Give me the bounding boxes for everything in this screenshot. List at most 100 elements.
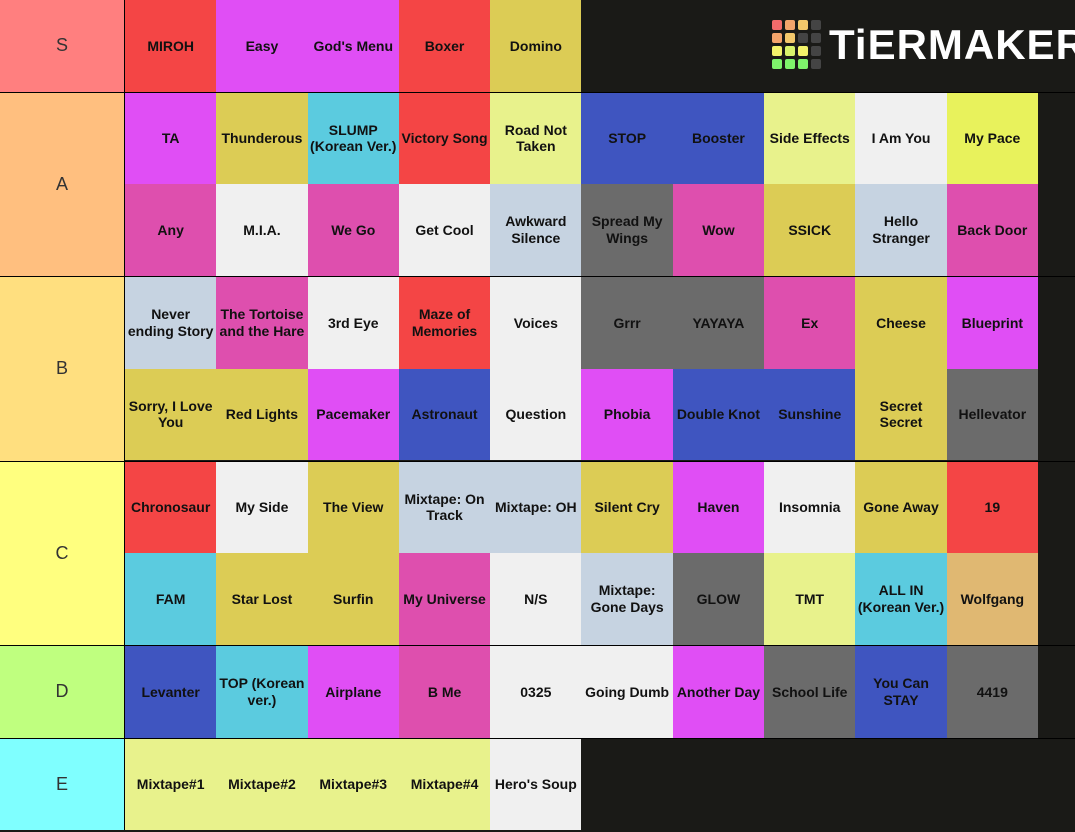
tier-item: Side Effects (764, 92, 856, 184)
tier-item: Get Cool (398, 184, 491, 276)
tier-item: 19 (946, 461, 1038, 553)
tier-label: E (0, 738, 125, 830)
tier-item: Mixtape: OH (490, 461, 582, 553)
tier-item: Hero's Soup (490, 738, 582, 830)
tier-item: SSICK (764, 184, 856, 276)
tier-item: Mixtape: On Track (398, 461, 491, 553)
tier-items: Mixtape#1 Mixtape#2 Mixtape#3 Mixtape#4 Hero… (125, 738, 1038, 830)
tier-item: TMT (764, 553, 856, 645)
tier-item: Sorry, I Love You (125, 368, 217, 460)
logo-icon (772, 20, 821, 69)
tier-item: YAYAYA (672, 277, 765, 369)
tier-label: B (0, 277, 125, 461)
tier-item: Hello Stranger (855, 184, 947, 276)
tier-item: Awkward Silence (490, 184, 582, 276)
tier-item: Ex (764, 277, 856, 369)
tier-row: S MIROH Easy God's Menu Boxer Domino (0, 0, 1075, 93)
tier-item: Blueprint (946, 277, 1038, 369)
tier-item: Mixtape#4 (398, 738, 491, 830)
tier-item: Haven (672, 461, 765, 553)
tier-item: Wow (672, 184, 765, 276)
tier-items: Levanter TOP (Korean ver.) Airplane B Me 032… (125, 646, 1038, 738)
tier-items: TA Thunderous SLUMP (Korean Ver.) Victory S… (125, 92, 1038, 277)
tier-items: MIROH Easy God's Menu Boxer Domino (125, 0, 1038, 92)
tier-item: The View (307, 461, 399, 553)
tier-item: GLOW (672, 553, 765, 645)
tier-item: TOP (Korean ver.) (216, 646, 308, 738)
tier-item: Question (490, 368, 582, 460)
tier-row: A TA Thunderous SLUMP (Korean Ver.) Victory … (0, 92, 1075, 277)
tier-item: Pacemaker (307, 368, 399, 460)
logo-text: TiERMAKER (829, 20, 1075, 68)
tier-item: School Life (764, 646, 856, 738)
tier-item: Levanter (125, 646, 217, 738)
tier-item: Mixtape: Gone Days (581, 553, 673, 645)
tier-item: Another Day (672, 646, 765, 738)
tier-item: FAM (125, 553, 217, 645)
tier-row: C Chronosaur My Side The View Mixtape: On Tr… (0, 461, 1075, 646)
tier-label: D (0, 646, 125, 738)
tier-item: Voices (490, 277, 582, 369)
tier-item: Boxer (398, 0, 491, 92)
tier-items: Chronosaur My Side The View Mixtape: On Tra… (125, 461, 1038, 646)
tier-label: A (0, 92, 125, 276)
tier-item: Back Door (946, 184, 1038, 276)
tier-item: 4419 (946, 646, 1038, 738)
tier-item: Any (125, 184, 217, 276)
tier-item: Mixtape#3 (307, 738, 399, 830)
tier-item: M.I.A. (216, 184, 308, 276)
tier-item: Mixtape#2 (216, 738, 308, 830)
tier-item: Thunderous (216, 92, 308, 184)
tier-item: Chronosaur (125, 461, 217, 553)
tier-item: My Pace (946, 92, 1038, 184)
tier-item: Surfin (307, 553, 399, 645)
tier-item: We Go (307, 184, 399, 276)
tier-item: You Can STAY (855, 646, 947, 738)
tier-item: The Tortoise and the Hare (216, 277, 308, 369)
tier-item: Red Lights (216, 368, 308, 460)
tier-item: I Am You (855, 92, 947, 184)
tier-item: Never ending Story (125, 277, 217, 369)
tier-item: Astronaut (398, 368, 491, 460)
tier-items: Never ending Story The Tortoise and the H… (125, 277, 1038, 461)
tier-label: S (0, 0, 125, 92)
tier-item: Sunshine (764, 368, 856, 460)
tier-item: Road Not Taken (490, 92, 582, 184)
tier-item: Spread My Wings (581, 184, 673, 276)
tier-item: Star Lost (216, 553, 308, 645)
tier-item: Phobia (581, 368, 673, 460)
tier-row: B Never ending Story The Tortoise and the … (0, 277, 1075, 462)
tier-item: N/S (490, 553, 582, 645)
tier-item: My Universe (398, 553, 491, 645)
tier-item: Airplane (307, 646, 399, 738)
tier-item: ALL IN (Korean Ver.) (855, 553, 947, 645)
tier-item: Cheese (855, 277, 947, 369)
tier-item: MIROH (125, 0, 217, 92)
tier-item: My Side (216, 461, 308, 553)
tier-item: STOP (581, 92, 673, 184)
tier-item: TA (125, 92, 217, 184)
tier-item: Secret Secret (855, 368, 947, 460)
tier-item: Easy (216, 0, 308, 92)
tier-row: E Mixtape#1 Mixtape#2 Mixtape#3 Mixtape#4 Her… (0, 738, 1075, 830)
tier-item: Maze of Memories (398, 277, 491, 369)
tier-item: B Me (398, 646, 491, 738)
tier-item: God's Menu (307, 0, 399, 92)
logo: TiERMAKER (772, 20, 1075, 69)
tier-item: Grrr (581, 277, 673, 369)
tier-item: Gone Away (855, 461, 947, 553)
tier-item: Domino (490, 0, 582, 92)
tier-item: Mixtape#1 (125, 738, 217, 830)
tier-label: C (0, 461, 125, 645)
tier-item: 3rd Eye (307, 277, 399, 369)
tier-item: Victory Song (398, 92, 491, 184)
tier-item: 0325 (490, 646, 582, 738)
tier-item: Going Dumb (581, 646, 673, 738)
tier-item: Silent Cry (581, 461, 673, 553)
tier-item: Booster (672, 92, 765, 184)
tier-item: Insomnia (764, 461, 856, 553)
tier-item: Hellevator (946, 368, 1038, 460)
tier-row: D Levanter TOP (Korean ver.) Airplane B Me 03… (0, 646, 1075, 739)
